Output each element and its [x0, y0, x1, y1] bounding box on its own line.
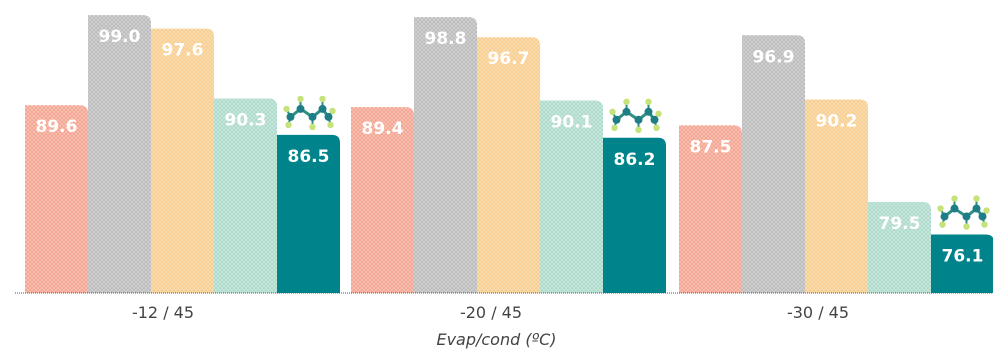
bars-layer	[25, 15, 993, 294]
data-label: 98.8	[425, 29, 467, 49]
bar	[742, 35, 805, 293]
data-label: 89.6	[36, 117, 78, 137]
bar	[25, 105, 88, 294]
data-label: 90.3	[225, 111, 267, 131]
molecule-icon	[937, 195, 990, 230]
bar	[540, 100, 603, 293]
data-label: 99.0	[99, 27, 141, 47]
molecule-icons-layer	[283, 95, 990, 230]
x-tick-label: -30 / 45	[787, 303, 849, 322]
bar	[414, 17, 477, 293]
molecule-icon	[609, 98, 662, 134]
bar	[931, 234, 993, 293]
x-tick-label: -12 / 45	[132, 303, 194, 322]
x-axis-title: Evap/cond (ºC)	[436, 330, 557, 349]
bar	[151, 28, 214, 293]
x-tick-label: -20 / 45	[460, 303, 522, 322]
bar	[277, 134, 340, 293]
bar	[477, 37, 540, 293]
data-label: 90.2	[816, 111, 858, 131]
data-label: 87.5	[690, 137, 732, 157]
data-label: 76.1	[942, 247, 984, 267]
bar	[351, 107, 414, 293]
value-labels-layer: 89.6 99.0 97.6 90.3 86.5 89.4 98.8 96.7 90.1 86.2…	[36, 27, 984, 266]
data-label: 86.5	[288, 147, 330, 167]
bar	[88, 15, 151, 294]
bar	[805, 99, 868, 293]
data-label: 86.2	[614, 150, 656, 170]
data-label: 79.5	[879, 214, 921, 234]
data-label: 89.4	[362, 119, 404, 139]
data-label: 96.7	[488, 49, 530, 69]
bar	[214, 98, 277, 293]
bar	[603, 137, 666, 293]
x-axis: -12 / 45 -20 / 45 -30 / 45	[15, 292, 993, 322]
data-label: 96.9	[753, 47, 795, 67]
bar	[679, 125, 742, 293]
data-label: 90.1	[551, 112, 593, 132]
bar	[868, 201, 931, 293]
molecule-icon	[283, 95, 336, 131]
data-label: 97.6	[162, 41, 204, 61]
